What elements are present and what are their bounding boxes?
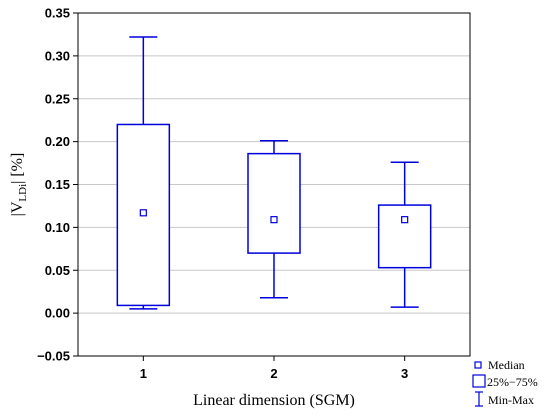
- y-tick-label: 0.10: [45, 220, 70, 235]
- legend-iqr-marker: [472, 374, 486, 388]
- y-tick-label: 0.20: [45, 134, 70, 149]
- y-tick-label: 0.25: [45, 91, 70, 106]
- median-marker: [270, 216, 278, 224]
- legend-median-label: Median: [488, 358, 525, 372]
- box-series: [116, 36, 432, 310]
- y-axis-title-pre: |V: [9, 201, 26, 216]
- y-tick-label: 0.00: [45, 306, 70, 321]
- iqr-box: [377, 204, 432, 269]
- legend: Median 25%−75% Min-Max: [472, 358, 538, 407]
- box-group-1: [116, 36, 171, 310]
- y-tick-label: 0.15: [45, 177, 70, 192]
- y-axis-title: |VLDi| [%]: [9, 153, 29, 217]
- x-axis: 1 2 3: [140, 356, 408, 381]
- x-tick-label: 3: [401, 366, 408, 381]
- x-axis-title: Linear dimension (SGM): [193, 392, 355, 409]
- median-marker: [139, 209, 147, 217]
- x-tick-label: 2: [270, 366, 277, 381]
- legend-minmax-label: Min-Max: [488, 393, 534, 407]
- legend-median-marker: [474, 361, 482, 369]
- box-group-2: [247, 140, 301, 299]
- iqr-box: [116, 123, 171, 307]
- y-axis-title-post: | [%]: [9, 153, 26, 184]
- y-tick-label: 0.30: [45, 48, 70, 63]
- box-group-3: [377, 161, 432, 308]
- median-marker: [401, 216, 409, 224]
- y-axis-title-sub: LDi: [17, 184, 29, 202]
- y-axis: −0.05 0.00 0.05 0.10 0.15 0.20 0.25 0.30 0.35: [37, 6, 78, 364]
- y-tick-label: 0.05: [45, 263, 70, 278]
- y-tick-label: 0.35: [45, 6, 70, 21]
- y-tick-label: −0.05: [37, 349, 70, 364]
- x-tick-label: 1: [140, 366, 147, 381]
- legend-iqr-label: 25%−75%: [487, 375, 538, 389]
- iqr-box: [247, 152, 301, 254]
